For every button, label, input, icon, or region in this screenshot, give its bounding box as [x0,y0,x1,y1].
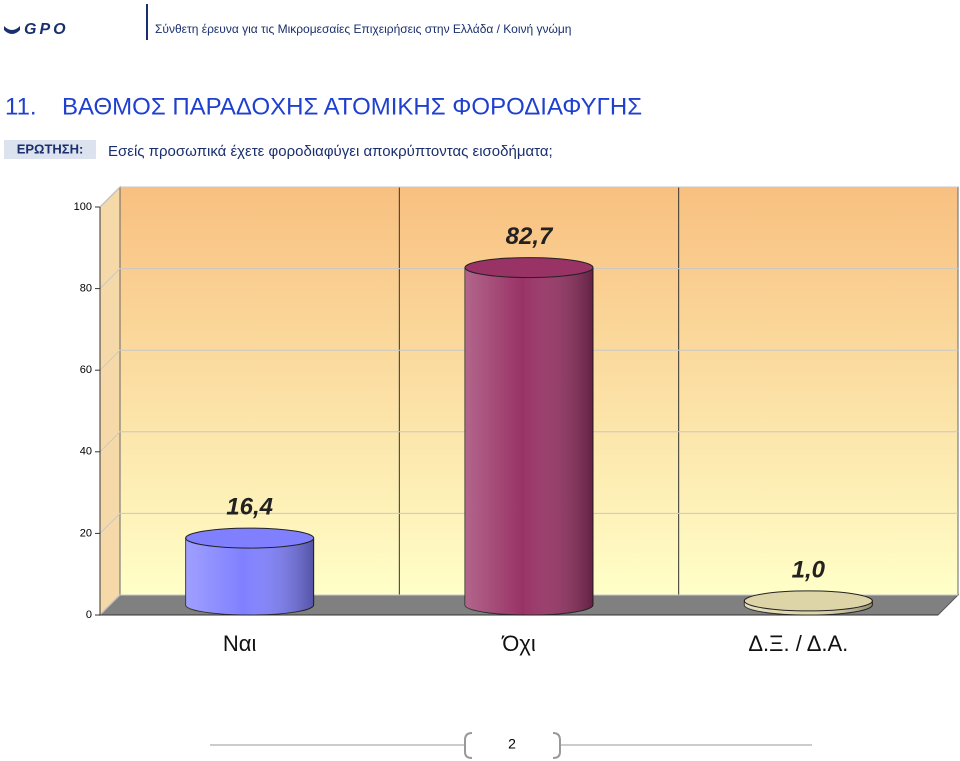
y-tick-label: 60 [80,364,92,376]
value-label: 82,7 [506,223,554,250]
brace [552,732,561,759]
cylinder [743,590,873,616]
grid-line [99,349,958,371]
y-tick-label: 20 [80,527,92,539]
title: ΒΑΘΜΟΣ ΠΑΡΑΔΟΧΗΣ ΑΤΟΜΙΚΗΣ ΦΟΡΟΔΙΑΦΥΓΗΣ [62,93,642,120]
logo: GPO [24,21,69,38]
x-tick-label: Ναι [223,631,257,656]
cylinder-shade [465,267,593,615]
cylinder [464,257,594,616]
question-label: ΕΡΩΤΗΣΗ: [17,141,84,156]
logo-mark [4,26,20,34]
grid-line [99,186,958,208]
cylinder-top [464,257,594,279]
y-tick-label: 40 [80,446,92,458]
question-text: Εσείς προσωπικά έχετε φοροδιαφύγει αποκρ… [108,143,553,160]
y-tick-label: 0 [86,609,92,621]
x-tick-label: Δ.Ξ. / Δ.Α. [748,631,848,656]
question-label-box [4,140,96,159]
cylinder-shade [185,538,314,615]
title-number: 11. [5,93,37,120]
y-tick-label: 80 [80,283,92,295]
grid-line [99,512,958,534]
page-number: 2 [508,736,516,752]
grid-line [99,431,958,453]
cylinder [185,527,315,616]
grid-line [99,594,958,616]
grid-line [99,268,958,289]
y-tick-label: 100 [74,201,92,213]
side-wall [99,185,121,617]
header-text: Σύνθετη έρευνα για τις Μικρομεσαίες Επιχ… [155,22,571,36]
value-label: 16,4 [226,493,273,520]
cylinder-top [743,590,873,612]
cylinder-top [185,527,315,549]
chart: 0 20 40 60 80 100 Ναι 16,4 Όχι 82,7 Δ.Ξ. / Δ.Α. 1,0 [74,185,960,656]
brace [464,732,473,759]
value-label: 1,0 [792,556,826,583]
x-tick-label: Όχι [501,631,536,656]
